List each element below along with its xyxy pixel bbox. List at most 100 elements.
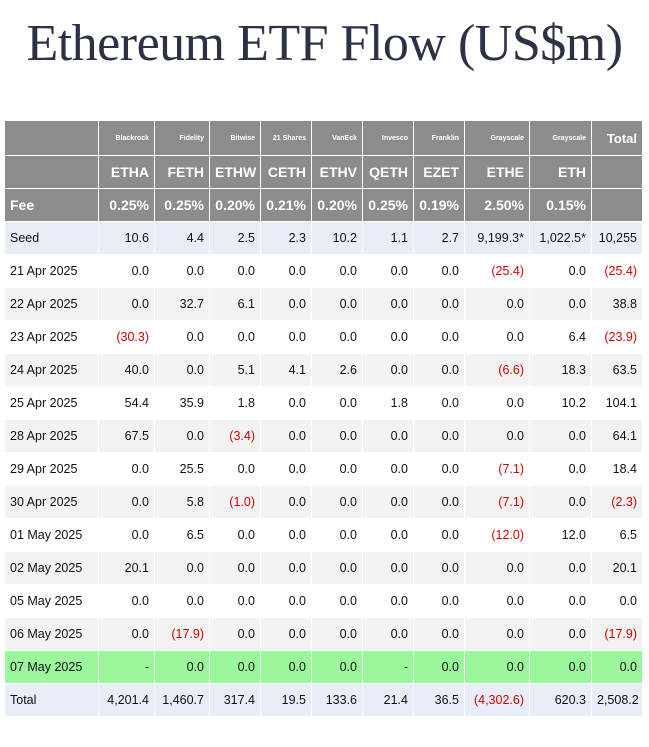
issuer-header: Invesco <box>362 120 414 156</box>
flow-cell: 25.5 <box>154 452 210 486</box>
flow-cell: 0.0 <box>464 419 530 453</box>
ticker-header: ETHW <box>209 155 261 189</box>
flow-cell: 12.0 <box>529 518 592 552</box>
table-row: 29 Apr 2025 0.0 25.5 0.0 0.0 0.0 0.0 0.0 (7.1) 0.… <box>4 452 643 486</box>
flow-cell: 0.0 <box>413 320 465 354</box>
fee-cell: 2.50% <box>464 188 530 222</box>
table-row: 25 Apr 2025 54.4 35.9 1.8 0.0 0.0 1.8 0.0 0.0 10.… <box>4 386 643 420</box>
header-blank-cell <box>591 155 643 189</box>
flow-cell: 0.0 <box>98 485 155 519</box>
flow-cell: 0.0 <box>529 650 592 684</box>
flow-cell: (30.3) <box>98 320 155 354</box>
flow-cell: 0.0 <box>98 518 155 552</box>
flow-cell: 0.0 <box>464 320 530 354</box>
flow-cell: 0.0 <box>413 353 465 387</box>
flow-cell: 0.0 <box>98 617 155 651</box>
flow-cell: 0.0 <box>464 584 530 618</box>
flow-cell: 0.0 <box>209 617 261 651</box>
row-label: 07 May 2025 <box>4 650 99 684</box>
flow-cell: 6.1 <box>209 287 261 321</box>
flow-cell: (3.4) <box>209 419 261 453</box>
flow-cell: 0.0 <box>529 617 592 651</box>
row-total-cell: 38.8 <box>591 287 643 321</box>
flow-cell: 0.0 <box>362 584 414 618</box>
etf-flow-table: Blackrock Fidelity Bitwise 21 Shares VanEck I… <box>4 120 643 717</box>
ticker-header: ETHE <box>464 155 530 189</box>
flow-cell: 0.0 <box>154 584 210 618</box>
flow-cell: (1.0) <box>209 485 261 519</box>
ticker-header: ETHV <box>311 155 363 189</box>
fee-cell: 0.25% <box>362 188 414 222</box>
ticker-header: ETHA <box>98 155 155 189</box>
flow-cell: 0.0 <box>529 551 592 585</box>
flow-cell: 0.0 <box>362 452 414 486</box>
flow-cell: 0.0 <box>464 386 530 420</box>
flow-cell: 1.8 <box>209 386 261 420</box>
flow-cell: 0.0 <box>529 485 592 519</box>
flow-cell: 0.0 <box>260 551 312 585</box>
flow-cell: (6.6) <box>464 353 530 387</box>
fee-cell: 0.20% <box>311 188 363 222</box>
flow-cell: 0.0 <box>413 419 465 453</box>
issuer-header: Grayscale <box>529 120 592 156</box>
flow-cell: 0.0 <box>529 287 592 321</box>
issuer-header: 21 Shares <box>260 120 312 156</box>
flow-cell: 0.0 <box>260 287 312 321</box>
issuer-header: Grayscale <box>464 120 530 156</box>
flow-cell: 2.6 <box>311 353 363 387</box>
flow-cell: 0.0 <box>362 518 414 552</box>
row-label: 06 May 2025 <box>4 617 99 651</box>
flow-cell: 0.0 <box>260 320 312 354</box>
flow-cell: 0.0 <box>154 650 210 684</box>
total-column-header: Total <box>591 120 643 156</box>
flow-cell: 67.5 <box>98 419 155 453</box>
flow-cell: 18.3 <box>529 353 592 387</box>
fee-cell: 0.20% <box>209 188 261 222</box>
row-total-cell: (25.4) <box>591 254 643 288</box>
flow-cell: 6.4 <box>529 320 592 354</box>
table-row: 05 May 2025 0.0 0.0 0.0 0.0 0.0 0.0 0.0 0.0 0.0 0.… <box>4 584 643 618</box>
fee-cell: 0.25% <box>98 188 155 222</box>
flow-cell: 19.5 <box>260 683 312 717</box>
flow-cell: 0.0 <box>260 452 312 486</box>
flow-cell: 0.0 <box>311 584 363 618</box>
flow-cell: 0.0 <box>413 617 465 651</box>
flow-cell: 0.0 <box>413 254 465 288</box>
flow-cell: 1.1 <box>362 221 414 255</box>
flow-cell: 0.0 <box>311 551 363 585</box>
issuer-header: VanEck <box>311 120 363 156</box>
flow-cell: (7.1) <box>464 452 530 486</box>
ticker-header-row: ETHA FETH ETHW CETH ETHV QETH EZET ETHE ETH <box>4 155 643 189</box>
row-total-cell: (17.9) <box>591 617 643 651</box>
table-row: 23 Apr 2025 (30.3) 0.0 0.0 0.0 0.0 0.0 0.0 0.0 6.… <box>4 320 643 354</box>
table-row: 28 Apr 2025 67.5 0.0 (3.4) 0.0 0.0 0.0 0.0 0.0 0.… <box>4 419 643 453</box>
flow-cell: 6.5 <box>154 518 210 552</box>
flow-cell: 0.0 <box>311 254 363 288</box>
ticker-header: CETH <box>260 155 312 189</box>
row-total-cell: 0.0 <box>591 650 643 684</box>
flow-cell: (4,302.6) <box>464 683 530 717</box>
flow-cell: 0.0 <box>413 551 465 585</box>
table-row: 22 Apr 2025 0.0 32.7 6.1 0.0 0.0 0.0 0.0 0.0 0.0 3… <box>4 287 643 321</box>
flow-cell: 0.0 <box>209 254 261 288</box>
flow-cell: 2.5 <box>209 221 261 255</box>
fee-blank-cell <box>591 188 643 222</box>
flow-cell: 0.0 <box>154 320 210 354</box>
row-total-cell: 20.1 <box>591 551 643 585</box>
flow-cell: 0.0 <box>260 254 312 288</box>
flow-cell: 0.0 <box>98 287 155 321</box>
row-label: 02 May 2025 <box>4 551 99 585</box>
table-row: 24 Apr 2025 40.0 0.0 5.1 4.1 2.6 0.0 0.0 (6.6) 18… <box>4 353 643 387</box>
flow-cell: 0.0 <box>413 584 465 618</box>
table-row: 21 Apr 2025 0.0 0.0 0.0 0.0 0.0 0.0 0.0 (25.4) 0.… <box>4 254 643 288</box>
flow-cell: 0.0 <box>209 551 261 585</box>
flow-cell: 0.0 <box>362 485 414 519</box>
issuer-header: Franklin <box>413 120 465 156</box>
flow-cell: 1.8 <box>362 386 414 420</box>
flow-cell: 0.0 <box>260 584 312 618</box>
row-label: 23 Apr 2025 <box>4 320 99 354</box>
seed-row: Seed 10.6 4.4 2.5 2.3 10.2 1.1 2.7 9,199.3* 1,022… <box>4 221 643 255</box>
row-label: Seed <box>4 221 99 255</box>
flow-cell: 0.0 <box>413 386 465 420</box>
row-label: 28 Apr 2025 <box>4 419 99 453</box>
